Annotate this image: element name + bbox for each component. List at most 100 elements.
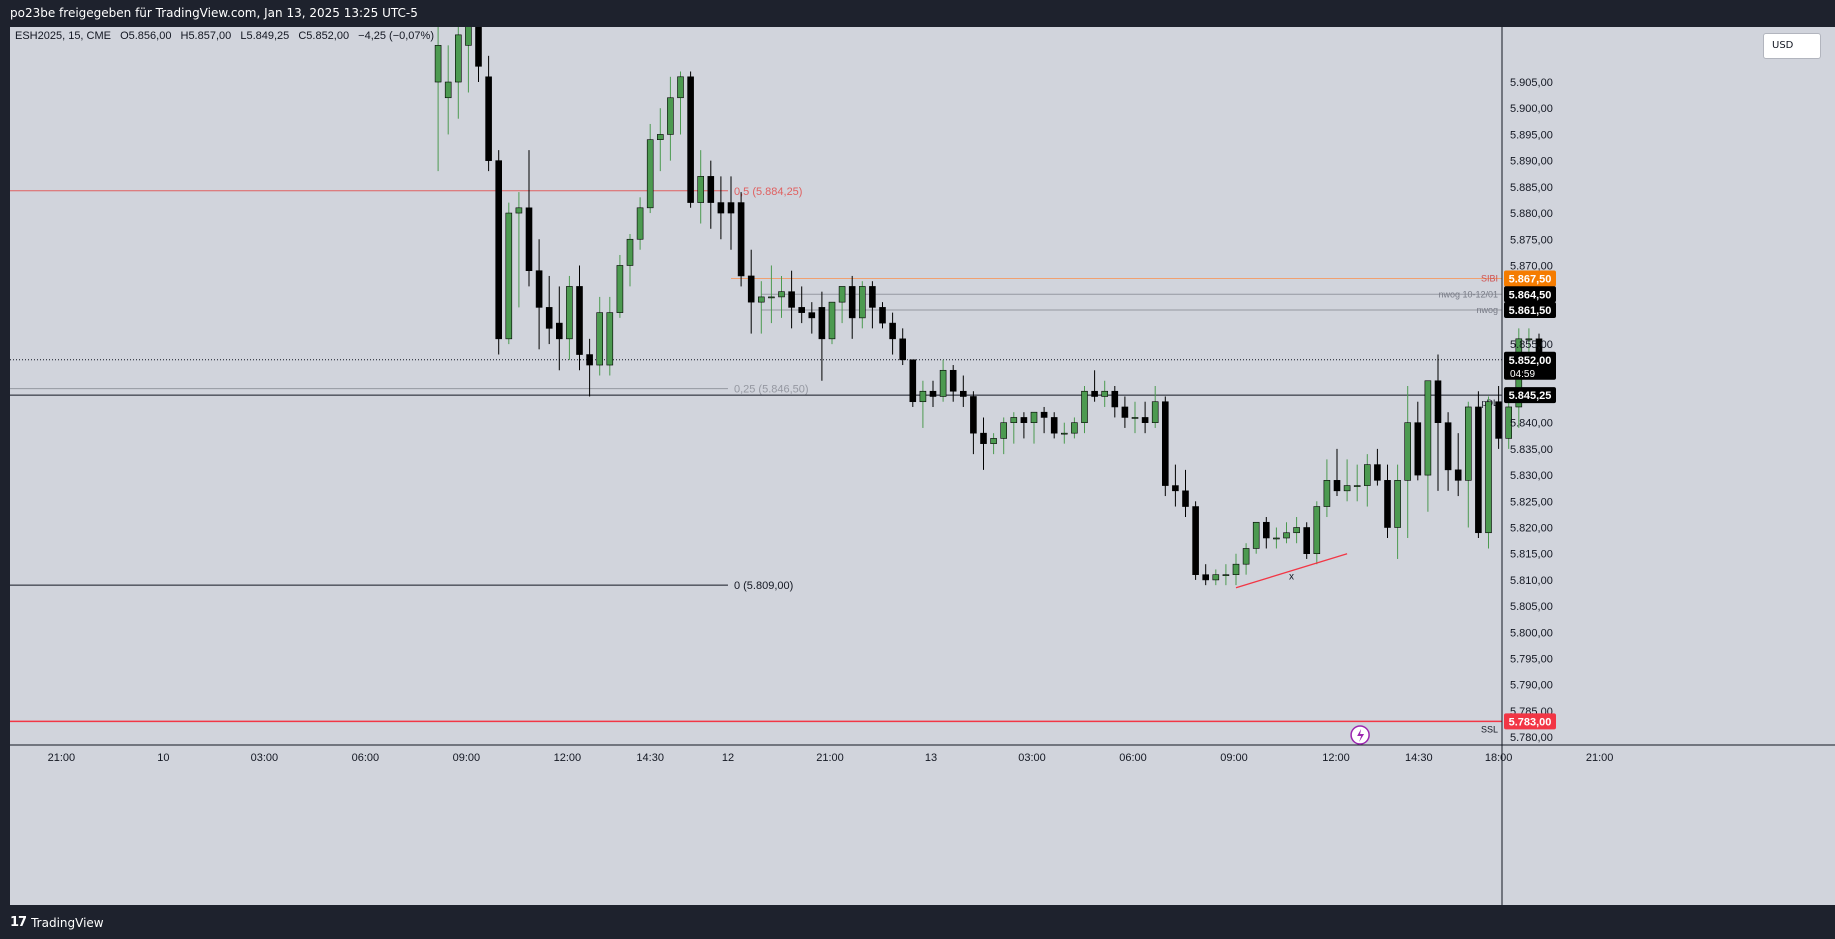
y-tick-label: 5.870,00: [1510, 260, 1553, 272]
candle-body: [1303, 527, 1310, 555]
candle-body: [1465, 406, 1472, 481]
candle-body: [1141, 417, 1149, 423]
y-tick-label: 5.840,00: [1510, 418, 1553, 430]
candle-body: [929, 390, 937, 397]
candle-body: [858, 286, 866, 319]
candle-body: [1101, 390, 1108, 397]
candle-body: [909, 359, 917, 403]
ohlc-open: O5.856,00: [120, 30, 171, 42]
candle-body: [1192, 506, 1199, 575]
candle-body: [1444, 422, 1452, 471]
current-price-badge: [1504, 351, 1556, 380]
candle-body: [444, 81, 452, 99]
candle-body: [970, 396, 977, 434]
candle-body: [465, 27, 472, 46]
x-tick-label: 21:00: [816, 752, 844, 764]
candle-body: [717, 202, 725, 214]
axes: 5.905,00 5.900,00 5.895,00 5.890,00 5.885,00…: [10, 27, 1835, 905]
candle-body: [1434, 380, 1442, 423]
candle-body: [1364, 464, 1371, 486]
y-tick-label: 5.815,00: [1510, 549, 1553, 561]
candle-body: [959, 390, 967, 397]
candle-body: [990, 438, 997, 444]
top-bar: po23be freigegeben für TradingView.com, …: [0, 0, 1835, 27]
candle-body: [778, 291, 785, 298]
y-tick-label: 5.855,00: [1510, 339, 1553, 351]
nwog-line-tag: nwog: [1476, 305, 1498, 315]
candle-body: [1232, 563, 1240, 575]
candle-body: [535, 270, 543, 308]
y-tick-label: 5.820,00: [1510, 523, 1553, 535]
tradingview-logo[interactable]: 𝟭𝟳 TradingView: [10, 915, 104, 930]
candle-body: [1404, 422, 1411, 481]
candle-body: [747, 275, 755, 303]
candle-body: [1222, 574, 1230, 576]
candle-body: [838, 286, 846, 303]
ohlc-low: L5.849,25: [240, 30, 289, 42]
chart-area[interactable]: [10, 27, 1835, 905]
symbol-line: ESH2025, 15, CME O5.856,00 H5.857,00 L5.…: [15, 30, 434, 42]
candle-body: [485, 76, 492, 161]
candle-body: [707, 176, 715, 203]
fib-0-25-label: 0,25 (5.846,50): [734, 384, 809, 396]
x-tick-label: 06:00: [352, 752, 380, 764]
candle-body: [1111, 390, 1119, 408]
candle-body: [1313, 506, 1321, 555]
candle-body: [677, 76, 684, 99]
sibi-line-badge-label: 5.867,50: [1509, 274, 1552, 286]
candle-body: [515, 207, 523, 214]
candle-body: [1414, 422, 1422, 476]
candle-body: [646, 139, 654, 209]
candle-body: [1050, 417, 1058, 434]
fib-0-label: 0 (5.809,00): [734, 580, 793, 592]
levels: 0,5 (5.884,25) 0,25 (5.846,50) 0 (5.809,00…: [10, 186, 1502, 734]
candle-body: [818, 307, 826, 340]
y-tick-label: 5.790,00: [1510, 680, 1553, 692]
y-tick-label: 5.890,00: [1510, 156, 1553, 168]
candle-body: [1212, 574, 1220, 581]
candle-body: [1242, 548, 1250, 565]
candle-body: [616, 265, 624, 313]
candle-body: [434, 45, 442, 83]
candle-body: [1353, 485, 1361, 487]
pdl-line-badge-label: 5.845,25: [1509, 390, 1552, 402]
y-tick-label: 5.780,00: [1510, 732, 1553, 744]
trendline: [1235, 553, 1348, 589]
lightning-icon-bolt: [1357, 729, 1365, 742]
candle-body: [687, 76, 694, 203]
bottom-bar: 𝟭𝟳 TradingView: [0, 905, 1835, 939]
candle-body: [1091, 390, 1098, 397]
y-tick-label: 5.900,00: [1510, 103, 1553, 115]
x-tick-label: 21:00: [48, 752, 76, 764]
symbol-label: ESH2025, 15, CME: [15, 30, 111, 42]
candle-body: [848, 286, 856, 319]
candlestick-chart[interactable]: 0,5 (5.884,25) 0,25 (5.846,50) 0 (5.809,00…: [10, 27, 1835, 905]
candle-body: [1162, 401, 1169, 486]
lightning-icon: [1350, 725, 1370, 745]
currency-button[interactable]: USD: [1763, 33, 1821, 59]
candle-body: [596, 312, 604, 366]
candle-body: [566, 286, 573, 340]
candle-body: [1343, 485, 1351, 492]
y-tick-label: 5.810,00: [1510, 575, 1553, 587]
tradingview-logo-text: TradingView: [31, 915, 104, 930]
candle-body: [768, 296, 775, 299]
candle-body: [495, 160, 503, 340]
candle-body: [788, 291, 795, 308]
candle-body: [555, 322, 563, 340]
candle-body: [1121, 406, 1129, 418]
candle-body: [697, 176, 705, 203]
nwog-line-badge: [1504, 302, 1556, 319]
y-tick-label: 5.885,00: [1510, 182, 1553, 194]
y-tick-label: 5.795,00: [1510, 654, 1553, 666]
candle-body: [1454, 469, 1462, 481]
ssl-line-tag: SSL: [1481, 724, 1498, 734]
candle-body: [1374, 464, 1381, 481]
candle-body: [626, 238, 634, 266]
x-tick-label: 21:00: [1586, 752, 1614, 764]
candle-body: [808, 312, 816, 319]
trendline-label: x: [1289, 572, 1294, 583]
candle-body: [939, 369, 947, 397]
candle-body: [1394, 480, 1401, 528]
candle-body: [737, 202, 745, 277]
